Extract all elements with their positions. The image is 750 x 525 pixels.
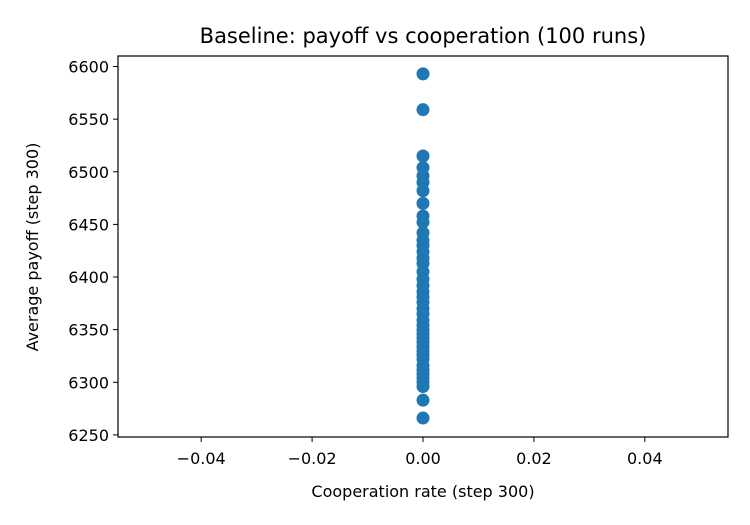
y-axis-label: Average payoff (step 300) [23, 143, 42, 352]
y-tick-label: 6400 [68, 268, 109, 287]
x-axis-label: Cooperation rate (step 300) [311, 482, 534, 501]
x-tick-label: 0.00 [405, 449, 441, 468]
y-tick-label: 6600 [68, 58, 109, 77]
x-tick-label: 0.04 [627, 449, 663, 468]
data-point [417, 184, 430, 197]
y-tick-label: 6250 [68, 426, 109, 445]
data-point [417, 394, 430, 407]
y-tick-label: 6350 [68, 321, 109, 340]
y-tick-label: 6500 [68, 163, 109, 182]
x-tick-label: −0.02 [288, 449, 337, 468]
data-point [417, 197, 430, 210]
data-point [417, 103, 430, 116]
data-point [417, 67, 430, 80]
x-tick-label: −0.04 [177, 449, 226, 468]
y-tick-label: 6550 [68, 110, 109, 129]
x-tick-label: 0.02 [516, 449, 552, 468]
chart-title: Baseline: payoff vs cooperation (100 run… [200, 24, 647, 48]
y-tick-label: 6450 [68, 215, 109, 234]
y-tick-label: 6300 [68, 373, 109, 392]
data-point [417, 380, 430, 393]
data-point [417, 149, 430, 162]
data-point [417, 412, 430, 425]
